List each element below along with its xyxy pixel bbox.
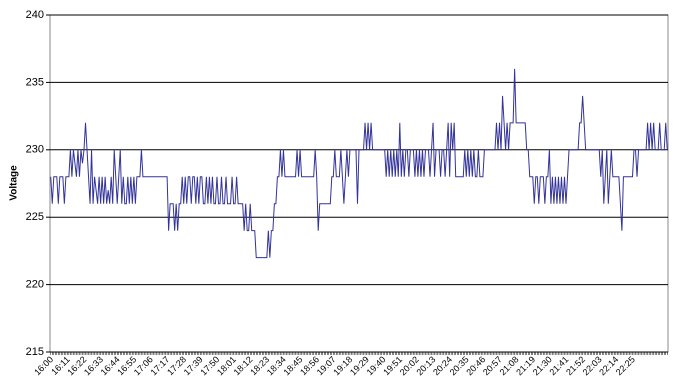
x-tick-label: 22:25 bbox=[614, 354, 637, 377]
series-line bbox=[50, 68, 668, 259]
y-axis-title: Voltage bbox=[9, 165, 20, 201]
y-tick-label: 230 bbox=[26, 144, 44, 156]
y-tick-label: 235 bbox=[26, 76, 44, 88]
y-tick-label: 225 bbox=[26, 211, 44, 223]
y-tick-label: 220 bbox=[26, 279, 44, 291]
plot-area bbox=[49, 14, 669, 353]
y-tick-label: 215 bbox=[26, 346, 44, 358]
y-tick-label: 240 bbox=[26, 9, 44, 21]
